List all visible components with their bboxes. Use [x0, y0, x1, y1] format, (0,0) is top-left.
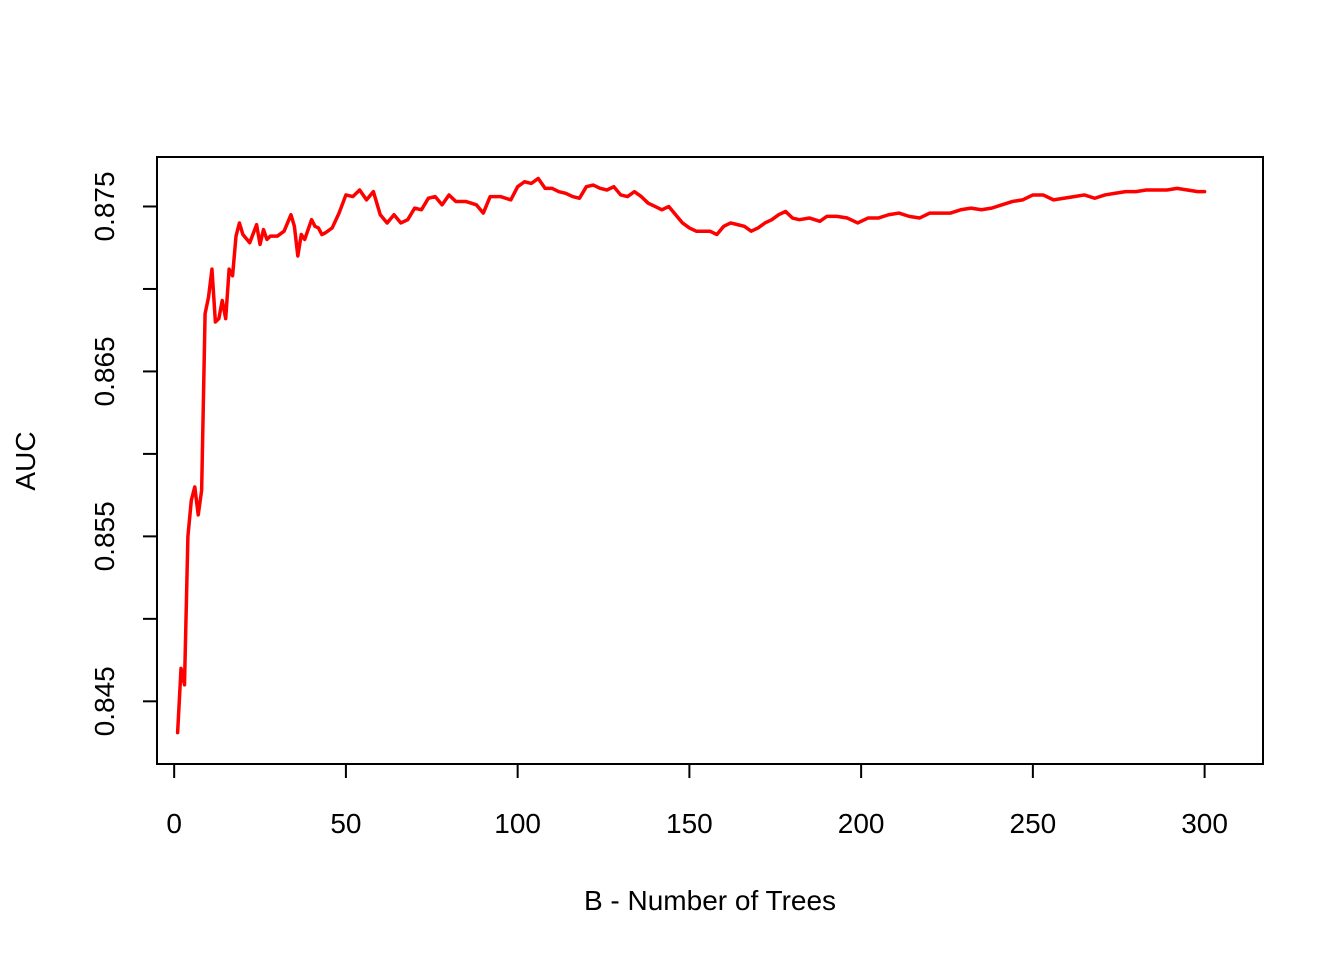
series-layer	[175, 176, 1207, 735]
y-axis: 0.845 0.855 0.865 0.875	[89, 171, 158, 736]
x-tick-label: 50	[330, 808, 361, 839]
y-tick-label: 0.875	[89, 171, 120, 241]
x-tick-label: 250	[1010, 808, 1057, 839]
series-line-0	[175, 176, 1207, 735]
x-axis: 0 50 100 150 200 250 300	[166, 763, 1228, 839]
x-tick-label: 0	[166, 808, 182, 839]
x-tick-label: 300	[1181, 808, 1228, 839]
y-tick-label: 0.845	[89, 666, 120, 736]
y-tick-label: 0.855	[89, 501, 120, 571]
x-tick-label: 150	[666, 808, 713, 839]
x-tick-label: 200	[838, 808, 885, 839]
plot-frame	[156, 156, 1264, 765]
x-tick-label: 100	[494, 808, 541, 839]
y-axis-label: AUC	[10, 431, 41, 490]
x-axis-label: B - Number of Trees	[584, 885, 836, 916]
y-tick-label: 0.865	[89, 336, 120, 406]
